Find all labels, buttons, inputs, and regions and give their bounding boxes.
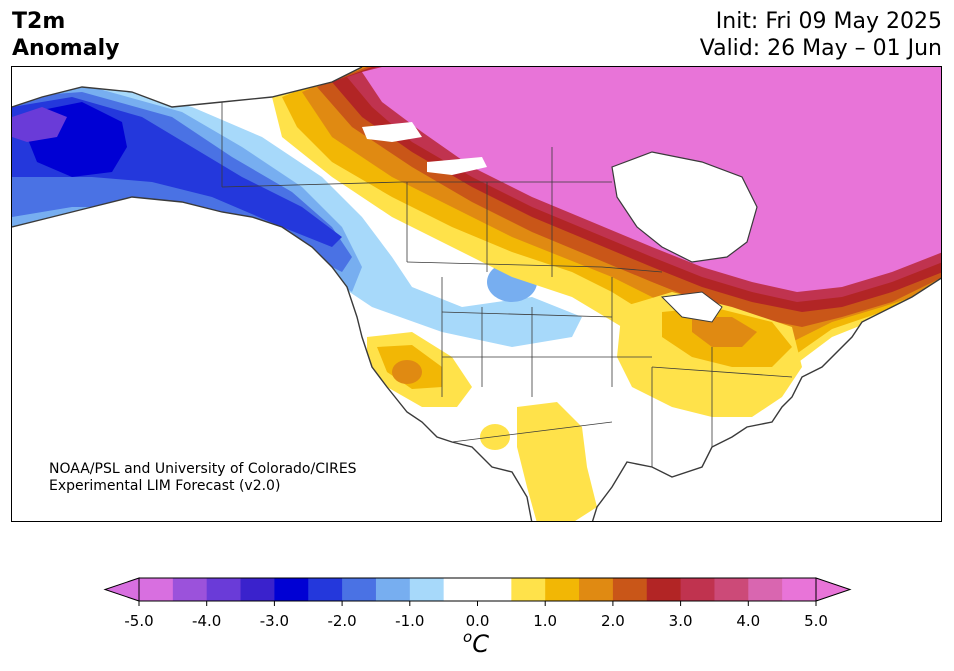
colorbar-tick-label: 3.0 bbox=[668, 612, 693, 630]
colorbar-unit: oC bbox=[463, 628, 489, 658]
map-panel bbox=[11, 66, 942, 522]
colorbar-segment bbox=[308, 578, 343, 601]
colorbar-segment bbox=[342, 578, 377, 601]
valid-range: Valid: 26 May – 01 Jun bbox=[699, 36, 942, 61]
credit-text: NOAA/PSL and University of Colorado/CIRE… bbox=[49, 461, 357, 495]
colorbar-segment bbox=[511, 578, 546, 601]
colorbar-tick-label: -2.0 bbox=[327, 612, 357, 630]
colorbar-tick-label: -3.0 bbox=[259, 612, 290, 630]
colorbar-outline bbox=[138, 577, 817, 602]
colorbar-tick-label: 4.0 bbox=[736, 612, 761, 630]
political-boundaries bbox=[221, 102, 793, 467]
colorbar-segment bbox=[748, 578, 783, 601]
coastline bbox=[12, 67, 941, 521]
forecast-dates: Init: Fri 09 May 2025 Valid: 26 May – 01… bbox=[700, 8, 942, 62]
colorbar-segment bbox=[714, 578, 749, 601]
colorbar-tick-label: -4.0 bbox=[192, 612, 222, 630]
anomaly-band-texas-0-5 bbox=[517, 402, 597, 521]
anomaly-map bbox=[12, 67, 941, 521]
colorbar-segment bbox=[646, 578, 682, 601]
great-slave-lake bbox=[427, 157, 487, 175]
anomaly-band-california-1-5 bbox=[392, 360, 422, 384]
colorbar-segment bbox=[612, 578, 648, 601]
colorbar-tick-label: 0.0 bbox=[465, 612, 490, 630]
colorbar-segment bbox=[545, 578, 580, 601]
colorbar-tick-label: 5.0 bbox=[804, 612, 828, 630]
colorbar-segment bbox=[579, 578, 614, 601]
colorbar-segment bbox=[782, 578, 817, 601]
unit-degree: o bbox=[463, 628, 473, 646]
colorbar-tick-label: 2.0 bbox=[600, 612, 625, 630]
colorbar-segment bbox=[139, 578, 174, 601]
map-title: T2m Anomaly bbox=[12, 8, 119, 62]
colorbar-segment bbox=[206, 578, 242, 601]
title-anomaly: Anomaly bbox=[12, 36, 120, 61]
colorbar-segment bbox=[409, 578, 445, 601]
colorbar-segment bbox=[172, 578, 208, 601]
credit-line-2: Experimental LIM Forecast (v2.0) bbox=[49, 478, 281, 494]
great-bear-lake bbox=[362, 122, 422, 142]
colorbar-tick-label: -5.0 bbox=[124, 612, 154, 630]
great-lakes bbox=[660, 291, 723, 323]
colorbar-segment bbox=[680, 578, 715, 601]
unit-letter: C bbox=[472, 630, 489, 658]
hudson-bay bbox=[611, 151, 758, 263]
credit-line-1: NOAA/PSL and University of Colorado/CIRE… bbox=[49, 461, 357, 477]
colorbar-segment bbox=[375, 578, 411, 601]
colorbar-segment bbox=[240, 578, 275, 601]
colorbar-over-arrow bbox=[815, 577, 852, 602]
anomaly-band-great-lakes-1-5 bbox=[692, 317, 757, 347]
colorbar-segment bbox=[274, 578, 309, 601]
colorbar-under-arrow bbox=[103, 577, 140, 602]
init-date: Init: Fri 09 May 2025 bbox=[715, 9, 942, 34]
colorbar-tick-label: 1.0 bbox=[533, 612, 558, 630]
colorbar-tick-label: -1.0 bbox=[395, 612, 425, 630]
anomaly-band-minus-4 bbox=[12, 107, 67, 142]
colorbar-segment bbox=[443, 578, 512, 601]
title-variable: T2m bbox=[12, 9, 66, 34]
